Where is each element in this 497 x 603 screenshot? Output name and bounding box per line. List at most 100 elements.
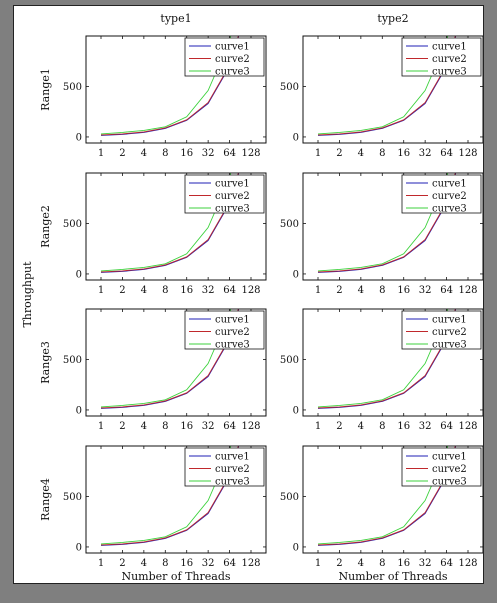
legend-label: curve3 — [215, 477, 250, 488]
x-tick-label: 8 — [379, 148, 385, 159]
legend-label: curve3 — [432, 477, 467, 488]
x-tick-label: 32 — [419, 148, 432, 159]
x-tick-label: 8 — [379, 558, 385, 569]
x-tick-label: 16 — [180, 148, 193, 159]
legend-box — [401, 37, 482, 77]
row-label: Range3 — [39, 341, 52, 384]
x-tick-label: 128 — [458, 421, 477, 432]
x-tick-label: 64 — [440, 285, 453, 296]
y-tick-label: 500 — [280, 219, 299, 230]
x-tick-label: 64 — [223, 558, 236, 569]
y-axis-label: Throughput — [21, 261, 34, 328]
x-tick-label: 2 — [119, 558, 125, 569]
y-tick-label: 0 — [76, 542, 82, 553]
legend-label: curve1 — [432, 42, 467, 53]
x-tick-label: 32 — [202, 148, 215, 159]
legend-label: curve3 — [215, 340, 250, 351]
x-tick-label: 2 — [336, 285, 342, 296]
legend-box — [401, 447, 482, 487]
x-tick-label: 2 — [119, 285, 125, 296]
y-tick-label: 0 — [293, 542, 299, 553]
x-tick-label: 1 — [315, 421, 321, 432]
x-tick-label: 128 — [458, 148, 477, 159]
y-tick-label: 500 — [280, 82, 299, 93]
legend-box — [401, 174, 482, 214]
legend-box — [184, 310, 265, 350]
y-tick-label: 0 — [293, 405, 299, 416]
x-tick-label: 64 — [440, 148, 453, 159]
x-tick-label: 8 — [162, 148, 168, 159]
y-tick-label: 0 — [293, 132, 299, 143]
x-tick-label: 4 — [358, 558, 364, 569]
legend-label: curve2 — [215, 191, 250, 202]
legend-label: curve2 — [215, 54, 250, 65]
plot-frame — [302, 172, 483, 281]
x-tick-label: 32 — [419, 285, 432, 296]
plot-frame — [302, 308, 483, 417]
x-tick-label: 128 — [241, 148, 260, 159]
legend-label: curve3 — [215, 67, 250, 78]
legend-box — [184, 174, 265, 214]
x-tick-label: 128 — [458, 558, 477, 569]
y-tick-label: 0 — [293, 269, 299, 280]
figure-page: type1 type2 Throughput Range1 1 2 4 8 16 32 64 128 0… — [13, 5, 484, 584]
x-tick-label: 32 — [202, 285, 215, 296]
y-tick-label: 500 — [280, 492, 299, 503]
row-label: Range1 — [39, 68, 52, 111]
x-tick-label: 8 — [379, 285, 385, 296]
x-tick-label: 2 — [119, 148, 125, 159]
legend-label: curve2 — [215, 327, 250, 338]
y-tick-label: 0 — [76, 405, 82, 416]
x-tick-label: 128 — [241, 421, 260, 432]
x-axis-label: Number of Threads — [338, 570, 447, 583]
legend-label: curve1 — [215, 452, 250, 463]
x-tick-label: 1 — [98, 421, 104, 432]
plot-frame — [302, 35, 483, 144]
y-tick-label: 0 — [76, 132, 82, 143]
x-tick-label: 2 — [336, 558, 342, 569]
legend-label: curve2 — [432, 54, 467, 65]
plot-frame — [85, 172, 267, 281]
x-tick-label: 16 — [180, 285, 193, 296]
x-tick-label: 16 — [180, 421, 193, 432]
x-tick-label: 64 — [223, 285, 236, 296]
x-tick-label: 32 — [419, 558, 432, 569]
legend-label: curve2 — [432, 191, 467, 202]
x-tick-label: 32 — [202, 558, 215, 569]
legend-box — [184, 447, 265, 487]
legend-label: curve1 — [215, 179, 250, 190]
x-tick-label: 1 — [315, 558, 321, 569]
x-tick-label: 128 — [241, 558, 260, 569]
row-label: Range4 — [39, 478, 52, 521]
x-tick-label: 4 — [358, 285, 364, 296]
x-tick-label: 1 — [315, 285, 321, 296]
x-tick-label: 4 — [358, 148, 364, 159]
legend-label: curve1 — [215, 42, 250, 53]
legend-box — [184, 37, 265, 77]
y-tick-label: 500 — [280, 355, 299, 366]
y-tick-label: 500 — [63, 219, 82, 230]
x-tick-label: 128 — [458, 285, 477, 296]
x-tick-label: 16 — [397, 421, 410, 432]
x-tick-label: 16 — [180, 558, 193, 569]
legend-label: curve3 — [215, 204, 250, 215]
x-tick-label: 2 — [336, 148, 342, 159]
legend-label: curve1 — [432, 452, 467, 463]
x-tick-label: 4 — [141, 558, 147, 569]
plot-frame — [85, 35, 267, 144]
x-tick-label: 2 — [336, 421, 342, 432]
legend-box — [401, 310, 482, 350]
x-tick-label: 4 — [141, 148, 147, 159]
legend-label: curve1 — [432, 179, 467, 190]
column-title: type2 — [377, 12, 408, 25]
x-tick-label: 1 — [98, 148, 104, 159]
x-tick-label: 8 — [162, 285, 168, 296]
row-label: Range2 — [39, 205, 52, 248]
x-tick-label: 64 — [440, 421, 453, 432]
x-tick-label: 8 — [162, 558, 168, 569]
legend-label: curve1 — [215, 315, 250, 326]
x-tick-label: 16 — [397, 148, 410, 159]
plot-frame — [85, 308, 267, 417]
legend-label: curve2 — [215, 464, 250, 475]
